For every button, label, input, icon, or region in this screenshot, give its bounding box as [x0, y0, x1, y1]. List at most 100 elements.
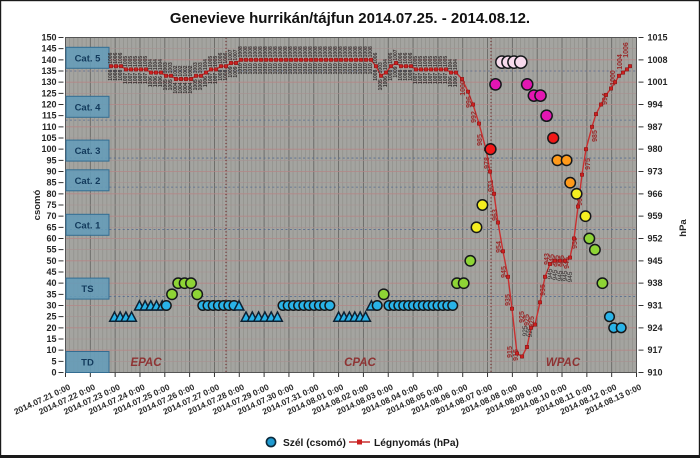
svg-text:1010: 1010 — [323, 63, 329, 74]
svg-text:35: 35 — [46, 289, 56, 299]
svg-text:1008: 1008 — [303, 46, 309, 57]
svg-text:1004: 1004 — [203, 59, 209, 70]
svg-text:1006: 1006 — [408, 52, 414, 63]
svg-text:1005: 1005 — [168, 79, 174, 90]
svg-text:1007: 1007 — [413, 73, 419, 84]
svg-text:TD: TD — [81, 358, 94, 369]
svg-text:935: 935 — [540, 284, 547, 296]
svg-text:1008: 1008 — [273, 46, 279, 57]
svg-text:55: 55 — [46, 245, 56, 255]
svg-text:1008: 1008 — [388, 69, 394, 80]
svg-text:1004: 1004 — [448, 59, 454, 70]
svg-text:954: 954 — [496, 241, 503, 253]
svg-text:925: 925 — [529, 316, 536, 328]
svg-text:Cat. 3: Cat. 3 — [75, 146, 101, 157]
svg-text:1008: 1008 — [368, 46, 374, 57]
svg-text:1005: 1005 — [198, 79, 204, 90]
svg-text:987: 987 — [648, 122, 663, 132]
svg-text:EPAC: EPAC — [130, 357, 162, 369]
svg-text:1010: 1010 — [348, 63, 354, 74]
svg-text:925: 925 — [527, 326, 534, 337]
svg-text:945: 945 — [552, 269, 559, 280]
svg-text:996: 996 — [466, 96, 473, 108]
svg-text:1003: 1003 — [193, 62, 199, 73]
svg-text:1015: 1015 — [648, 33, 668, 43]
svg-text:1008: 1008 — [403, 69, 409, 80]
svg-text:1006: 1006 — [218, 52, 224, 63]
svg-text:1002: 1002 — [188, 65, 194, 76]
svg-text:1008: 1008 — [313, 46, 319, 57]
svg-text:971: 971 — [488, 180, 495, 192]
svg-text:1007: 1007 — [443, 73, 449, 84]
svg-text:1003: 1003 — [163, 62, 169, 73]
svg-text:WPAC: WPAC — [546, 357, 581, 369]
svg-text:1010: 1010 — [338, 63, 344, 74]
svg-text:125: 125 — [41, 88, 56, 98]
svg-text:943: 943 — [544, 253, 551, 265]
svg-text:1004: 1004 — [148, 59, 154, 70]
svg-text:100: 100 — [41, 144, 56, 154]
svg-text:45: 45 — [46, 267, 56, 277]
svg-text:1008: 1008 — [398, 69, 404, 80]
svg-text:1005: 1005 — [423, 56, 429, 67]
svg-text:1007: 1007 — [228, 49, 234, 60]
svg-text:1008: 1008 — [308, 46, 314, 57]
svg-text:1010: 1010 — [288, 63, 294, 74]
svg-text:1008: 1008 — [338, 46, 344, 57]
svg-text:Cat. 2: Cat. 2 — [75, 176, 101, 187]
svg-text:1008: 1008 — [278, 46, 284, 57]
svg-text:1009: 1009 — [233, 66, 239, 77]
svg-text:5: 5 — [51, 356, 56, 366]
svg-text:1010: 1010 — [333, 63, 339, 74]
svg-text:992: 992 — [471, 111, 478, 123]
svg-text:1005: 1005 — [138, 56, 144, 67]
svg-text:1007: 1007 — [393, 49, 399, 60]
svg-text:1005: 1005 — [213, 56, 219, 67]
svg-text:952: 952 — [648, 234, 663, 244]
svg-text:1001: 1001 — [648, 77, 668, 87]
svg-text:1008: 1008 — [248, 46, 254, 57]
svg-text:1008: 1008 — [358, 46, 364, 57]
svg-text:0: 0 — [51, 368, 56, 378]
svg-text:1008: 1008 — [258, 46, 264, 57]
svg-text:1008: 1008 — [288, 46, 294, 57]
svg-text:963: 963 — [492, 209, 499, 221]
svg-text:140: 140 — [41, 55, 56, 65]
svg-text:1006: 1006 — [623, 42, 630, 58]
svg-text:945: 945 — [549, 254, 556, 266]
svg-text:30: 30 — [46, 301, 56, 311]
svg-text:945: 945 — [564, 257, 571, 269]
svg-text:938: 938 — [648, 278, 663, 288]
svg-text:1007: 1007 — [418, 73, 424, 84]
svg-text:1004: 1004 — [183, 82, 189, 93]
svg-text:985: 985 — [592, 130, 599, 142]
svg-text:1009: 1009 — [393, 66, 399, 77]
svg-text:85: 85 — [46, 178, 56, 188]
svg-text:1000: 1000 — [460, 80, 467, 96]
svg-text:1010: 1010 — [308, 63, 314, 74]
svg-text:1007: 1007 — [433, 73, 439, 84]
svg-text:1005: 1005 — [123, 56, 129, 67]
svg-text:20: 20 — [46, 323, 56, 333]
svg-text:1006: 1006 — [108, 52, 114, 63]
svg-text:1004: 1004 — [617, 54, 624, 70]
svg-text:1008: 1008 — [223, 69, 229, 80]
svg-text:1010: 1010 — [258, 63, 264, 74]
svg-text:1004: 1004 — [173, 82, 179, 93]
svg-text:1010: 1010 — [363, 63, 369, 74]
svg-text:1008: 1008 — [353, 46, 359, 57]
svg-text:1006: 1006 — [453, 76, 459, 87]
svg-text:1007: 1007 — [423, 73, 429, 84]
svg-text:1006: 1006 — [153, 76, 159, 87]
svg-text:145: 145 — [41, 44, 56, 54]
svg-text:1008: 1008 — [333, 46, 339, 57]
svg-text:1006: 1006 — [398, 52, 404, 63]
svg-text:95: 95 — [46, 155, 56, 165]
svg-text:80: 80 — [46, 189, 56, 199]
svg-text:1010: 1010 — [238, 63, 244, 74]
svg-text:945: 945 — [557, 270, 564, 281]
svg-text:60: 60 — [46, 234, 56, 244]
svg-text:65: 65 — [46, 222, 56, 232]
svg-text:40: 40 — [46, 278, 56, 288]
svg-text:1005: 1005 — [133, 56, 139, 67]
